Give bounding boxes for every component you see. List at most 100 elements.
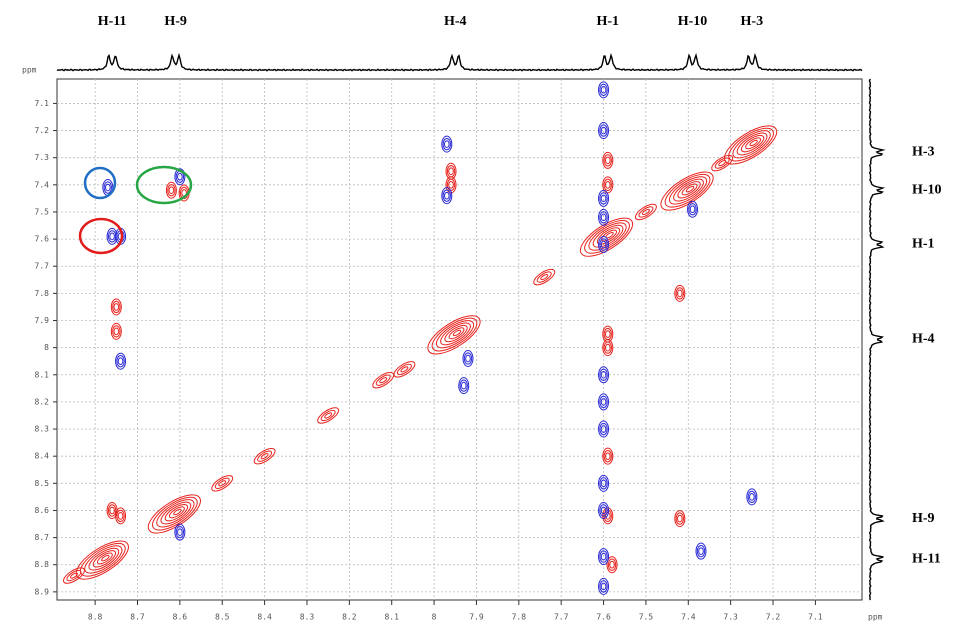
contour	[740, 134, 765, 153]
y-tick-label: 8.6	[35, 506, 50, 515]
contour	[599, 422, 608, 436]
contour	[459, 379, 468, 392]
cross-peak	[598, 501, 610, 519]
contour	[602, 176, 614, 194]
cross-peak	[253, 447, 276, 465]
contour	[536, 271, 552, 283]
contour	[113, 327, 120, 336]
contour	[435, 320, 475, 349]
contour	[440, 322, 471, 346]
contour	[599, 124, 608, 137]
contour	[442, 189, 451, 202]
cross-peak	[602, 447, 614, 465]
contour	[599, 211, 608, 224]
contour	[598, 577, 610, 595]
contour	[689, 205, 696, 214]
contour	[599, 192, 608, 205]
contour	[676, 289, 683, 298]
contour	[688, 203, 697, 216]
y-tick-label: 8.1	[35, 370, 50, 379]
contour	[105, 183, 111, 192]
y-tick-label: 7.1	[35, 99, 50, 108]
contour	[696, 544, 706, 558]
cross-peak	[598, 122, 610, 140]
contour	[66, 569, 82, 582]
contour	[600, 126, 607, 135]
cross-peak	[598, 393, 610, 411]
contour	[598, 122, 610, 140]
contour	[110, 298, 122, 316]
contour	[714, 157, 730, 169]
peak-label: H-4	[444, 14, 467, 29]
contour	[448, 167, 454, 176]
x-tick-label: 7.2	[766, 613, 781, 622]
contour	[747, 490, 757, 504]
contour	[745, 137, 762, 150]
contour	[396, 363, 412, 375]
cross-peak	[441, 135, 453, 153]
contour	[103, 181, 113, 194]
contour	[117, 512, 124, 520]
cross-peak	[393, 361, 416, 378]
contour	[116, 509, 125, 523]
y-tick-label: 8.2	[35, 397, 50, 406]
y-tick-label: 8.3	[35, 425, 50, 434]
x-tick-label: 8.5	[215, 613, 230, 622]
contour	[317, 407, 340, 424]
contour	[592, 224, 624, 248]
contour	[115, 352, 127, 370]
contour	[736, 132, 768, 156]
x-tick-label: 7.3	[723, 613, 738, 622]
peak-label: H-9	[912, 511, 935, 526]
highlight-circle	[78, 217, 124, 255]
peak-label: H-4	[912, 332, 935, 347]
contour	[606, 556, 618, 574]
contour	[598, 208, 610, 226]
contour	[372, 371, 395, 389]
cross-peak	[602, 151, 614, 169]
y-tick-label: 7.3	[35, 153, 50, 162]
cross-peak	[372, 371, 395, 389]
contour	[579, 217, 634, 257]
contour	[604, 343, 611, 352]
x-tick-label: 8.3	[300, 613, 315, 622]
contour	[174, 168, 186, 186]
cross-peak	[75, 540, 129, 580]
peak-label: H-3	[912, 144, 935, 159]
contour	[448, 180, 454, 189]
contour	[603, 178, 612, 191]
contour	[600, 552, 607, 561]
contour	[442, 137, 451, 151]
contour	[600, 194, 607, 203]
contour	[165, 181, 177, 199]
cross-peak	[62, 567, 85, 584]
x-tick-label: 7.5	[639, 613, 654, 622]
cross-peak	[441, 187, 453, 205]
contour	[445, 162, 457, 180]
contour	[117, 357, 124, 366]
cross-peak	[598, 577, 610, 595]
cross-peak	[147, 494, 201, 534]
contour	[602, 151, 614, 169]
peak-label: H-9	[164, 14, 187, 29]
contour	[458, 377, 470, 395]
contour	[600, 582, 607, 591]
contour	[604, 330, 611, 338]
contour	[173, 508, 182, 516]
contour	[115, 507, 127, 525]
contour	[602, 339, 614, 357]
contour	[609, 560, 615, 569]
x-tick-label: 8.8	[88, 613, 103, 622]
cross-peak	[598, 366, 610, 384]
contour	[638, 206, 654, 218]
contour	[598, 420, 610, 438]
contour	[600, 425, 607, 433]
contour	[174, 523, 186, 541]
contour	[674, 284, 686, 302]
contour	[156, 499, 195, 528]
contour	[749, 139, 758, 147]
y-tick-label: 7.4	[35, 180, 50, 189]
contour	[110, 322, 122, 340]
contour	[598, 81, 610, 99]
